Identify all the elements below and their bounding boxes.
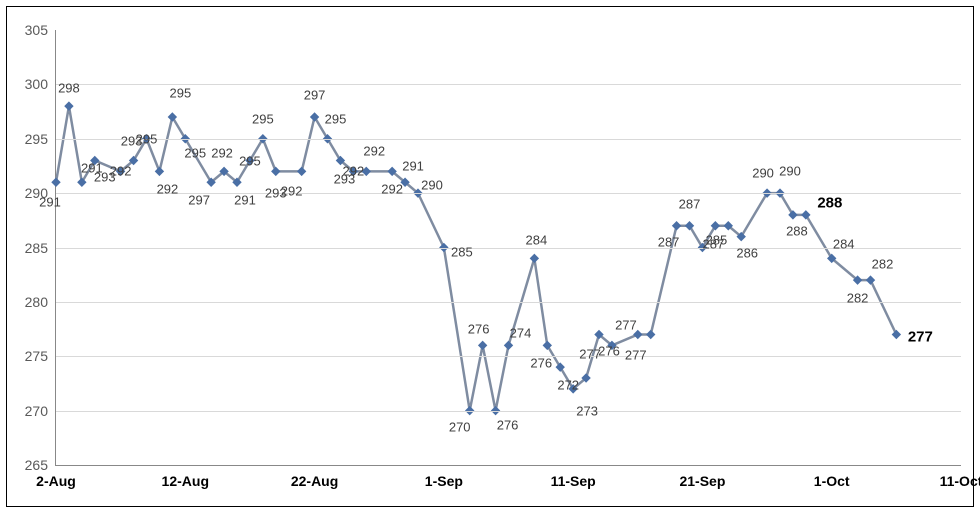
time-series-chart: 2652702752802852902953003052-Aug12-Aug22… — [0, 0, 980, 513]
y-axis-tick: 295 — [25, 131, 56, 147]
x-axis-tick: 21-Sep — [679, 465, 725, 489]
data-marker — [298, 167, 306, 175]
data-marker — [530, 254, 538, 262]
x-axis-tick: 1-Sep — [425, 465, 463, 489]
y-axis-tick: 275 — [25, 348, 56, 364]
data-marker — [673, 222, 681, 230]
gridline-y — [56, 193, 961, 194]
gridline-y — [56, 139, 961, 140]
gridline-y — [56, 84, 961, 85]
y-axis-tick: 285 — [25, 240, 56, 256]
y-axis-tick: 280 — [25, 294, 56, 310]
plot-area: 2652702752802852902953003052-Aug12-Aug22… — [55, 30, 961, 466]
y-axis-tick: 270 — [25, 403, 56, 419]
data-marker — [505, 341, 513, 349]
data-marker — [647, 331, 655, 339]
data-marker — [272, 167, 280, 175]
data-marker — [867, 276, 875, 284]
x-axis-tick: 22-Aug — [291, 465, 338, 489]
data-marker — [479, 341, 487, 349]
data-marker — [892, 331, 900, 339]
x-axis-tick: 12-Aug — [162, 465, 209, 489]
series-line — [56, 106, 896, 411]
x-axis-tick: 1-Oct — [814, 465, 850, 489]
data-marker — [65, 102, 73, 110]
data-marker — [634, 331, 642, 339]
x-axis-tick: 11-Sep — [551, 465, 596, 489]
gridline-y — [56, 356, 961, 357]
x-axis-tick: 2-Aug — [36, 465, 76, 489]
gridline-y — [56, 302, 961, 303]
y-axis-tick: 305 — [25, 22, 56, 38]
gridline-y — [56, 411, 961, 412]
gridline-y — [56, 248, 961, 249]
y-axis-tick: 300 — [25, 76, 56, 92]
data-marker — [362, 167, 370, 175]
y-axis-tick: 290 — [25, 185, 56, 201]
x-axis-tick: 11-Oct — [940, 465, 980, 489]
data-marker — [155, 167, 163, 175]
